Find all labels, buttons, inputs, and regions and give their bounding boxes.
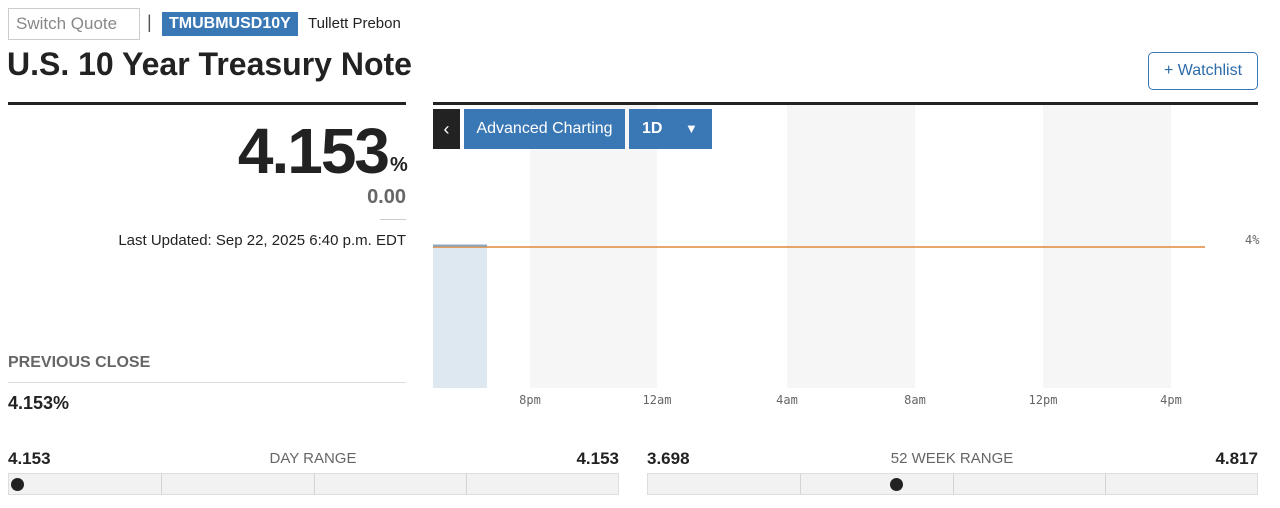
range-divider (313, 474, 315, 494)
period: 1D (642, 120, 663, 137)
divider (8, 102, 406, 105)
watchlist-button[interactable]: + Watchlist (1148, 52, 1258, 90)
x-tick-label: 4pm (1160, 393, 1182, 407)
range-divider (952, 474, 954, 494)
y-label: 4% (1245, 233, 1260, 247)
last-updated: Last Updated: Sep 22, 2025 6:40 p.m. EDT (118, 232, 406, 249)
day-range-bar (8, 473, 619, 495)
week-range-high: 4.817 (1215, 449, 1258, 468)
dropdown-arrow: ▼ (685, 121, 698, 136)
switch-quote-input[interactable]: Switch Quote (8, 8, 140, 40)
back-button[interactable]: ‹ (433, 109, 460, 149)
page-title: U.S. 10 Year Treasury Note (7, 46, 412, 82)
range-marker (889, 478, 903, 491)
day-range-low: 4.153 (8, 449, 51, 468)
x-tick-label: 8pm (519, 393, 541, 407)
range-marker (11, 478, 24, 491)
range-divider (800, 474, 802, 494)
day-range-high: 4.153 (576, 449, 619, 468)
week-range-low: 3.698 (647, 449, 690, 468)
price-unit: % (390, 154, 408, 176)
week-range-bar (647, 473, 1258, 495)
range-divider (161, 474, 163, 494)
day-range-label: DAY RANGE (269, 450, 357, 467)
x-tick-label: 12pm (1029, 393, 1058, 407)
previous-close-value: 4.153% (8, 393, 70, 413)
x-tick-label: 4am (776, 393, 798, 407)
separator: | (147, 12, 152, 32)
ticker-badge: TMUBMUSD10Y (162, 12, 298, 36)
mini-chart: 4% 8pm 12am 4am 8am 12pm 4pm (433, 105, 1260, 407)
range-divider (1104, 474, 1106, 494)
period-button[interactable]: 1D ▼ (629, 109, 712, 149)
divider (433, 102, 1258, 105)
range-divider (465, 474, 467, 494)
price: 4.153 (237, 115, 390, 187)
volume-area (433, 246, 487, 388)
x-tick-label: 12am (643, 393, 672, 407)
advanced-charting-button[interactable]: Advanced Charting (464, 109, 625, 149)
divider (8, 382, 406, 383)
divider (380, 219, 406, 220)
change: 0.00 (367, 186, 406, 208)
week-range-label: 52 WEEK RANGE (890, 450, 1014, 467)
source: Tullett Prebon (308, 15, 401, 32)
x-tick-label: 8am (904, 393, 926, 407)
previous-close-label: PREVIOUS CLOSE (8, 354, 151, 371)
